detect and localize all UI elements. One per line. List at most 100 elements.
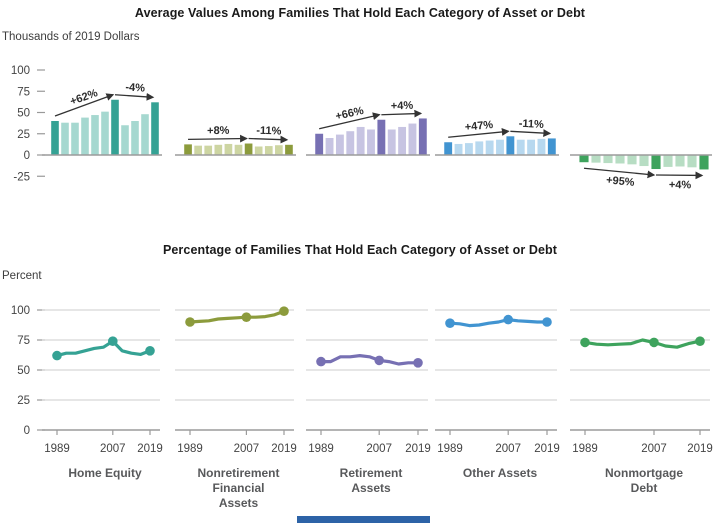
bar-1992 — [61, 122, 69, 155]
top-chart-title: Average Values Among Families That Hold … — [134, 6, 586, 20]
pct-change-label: -11% — [256, 125, 282, 138]
bar-2013 — [527, 139, 536, 155]
marker-2019 — [279, 306, 289, 317]
bar-2004 — [367, 129, 375, 155]
x-tick-label: 2007 — [366, 443, 392, 455]
bar-2016 — [537, 138, 546, 155]
bar-1989 — [184, 144, 192, 155]
bar-1989 — [51, 121, 59, 155]
line-chart-nonmortgage-debt: 1989 2007 2019 — [570, 309, 713, 455]
marker-2007 — [108, 336, 118, 347]
bar-2016 — [408, 123, 417, 155]
bar-2013 — [398, 126, 407, 155]
bar-2001 — [91, 115, 99, 155]
bar-2007 — [377, 119, 386, 155]
marker-1989 — [52, 350, 62, 361]
pct-change-label: -11% — [518, 118, 544, 131]
bar-2010 — [516, 139, 525, 155]
bar-2019 — [151, 102, 159, 155]
pct-change-label: +4% — [669, 179, 692, 191]
bar-1989 — [579, 155, 589, 163]
x-tick-label: 2019 — [687, 443, 713, 455]
bar-2016 — [275, 145, 283, 155]
bar-1995 — [335, 134, 344, 155]
pct-change-label: +66% — [334, 105, 365, 123]
pct-change-label: +95% — [606, 174, 636, 189]
marker-1989 — [316, 356, 326, 367]
svg-text:75: 75 — [17, 335, 30, 347]
bar-2013 — [131, 121, 139, 155]
bar-1998 — [214, 144, 223, 155]
bar-2013 — [675, 155, 685, 167]
bar-1998 — [475, 141, 484, 155]
marker-2019 — [413, 358, 423, 368]
marker-2019 — [145, 346, 155, 356]
bar-2010 — [663, 155, 673, 167]
bar-2001 — [356, 126, 365, 155]
x-tick-label: 1989 — [44, 443, 70, 455]
line-chart-home-equity: 1989 2007 2019 — [42, 309, 163, 455]
bar-2001 — [485, 140, 494, 155]
category-label-home-equity: Home Equity — [68, 466, 142, 480]
bar-1995 — [603, 155, 613, 164]
bar-chart-other-assets: +47% -11% — [435, 118, 559, 156]
svg-text:100: 100 — [11, 65, 30, 77]
line-chart-nonretirement-financial-assets: 1989 2007 2019 — [175, 306, 297, 455]
bar-2016 — [687, 155, 697, 168]
footer-bar — [297, 516, 430, 523]
bar-2007 — [244, 143, 253, 155]
pct-change-label: -4% — [125, 81, 145, 94]
x-tick-label: 2019 — [534, 443, 560, 455]
bar-2001 — [627, 155, 637, 165]
category-label-nonmortgage-debt: Nonmortgage Debt — [605, 466, 683, 495]
x-tick-label: 1989 — [308, 443, 334, 455]
svg-text:25: 25 — [17, 395, 30, 407]
bar-1992 — [325, 138, 334, 155]
bar-1989 — [315, 133, 324, 155]
bar-1992 — [591, 155, 601, 163]
x-tick-label: 2019 — [271, 443, 297, 455]
bar-1998 — [346, 131, 355, 155]
marker-2007 — [503, 314, 513, 325]
top-y-axis: 100 75 50 25 0 -25 — [11, 65, 45, 183]
svg-text:50: 50 — [17, 108, 30, 120]
bar-2007 — [651, 155, 661, 170]
line-chart-other-assets: 1989 2007 2019 — [435, 309, 560, 455]
marker-2007 — [374, 355, 385, 366]
top-unit-label: Thousands of 2019 Dollars — [2, 31, 140, 43]
bar-chart-home-equity: +62% -4% — [42, 81, 162, 156]
bar-2019 — [547, 138, 556, 155]
svg-text:25: 25 — [17, 129, 30, 141]
x-tick-label: 2007 — [641, 443, 667, 455]
x-tick-label: 1989 — [437, 443, 463, 455]
x-tick-label: 2007 — [495, 443, 521, 455]
marker-2019 — [542, 317, 552, 327]
bar-1998 — [81, 117, 89, 155]
bar-chart-retirement-assets: +66% +4% — [306, 100, 430, 156]
bar-2007 — [506, 136, 515, 155]
marker-2007 — [241, 312, 252, 323]
svg-text:50: 50 — [17, 365, 30, 377]
bar-1995 — [464, 143, 473, 155]
svg-text:0: 0 — [24, 425, 30, 437]
bar-2019 — [699, 155, 709, 170]
x-tick-label: 2007 — [100, 443, 126, 455]
x-tick-label: 2019 — [137, 443, 163, 455]
pct-change-label: +47% — [464, 119, 494, 134]
x-tick-label: 1989 — [572, 443, 598, 455]
category-label-retirement-assets: Retirement Assets — [339, 466, 403, 495]
category-label-nonretirement-financial-assets: Nonretirement Financial Assets — [197, 466, 280, 510]
x-tick-label: 1989 — [177, 443, 203, 455]
bar-2010 — [121, 125, 129, 155]
marker-1989 — [185, 317, 195, 327]
x-tick-label: 2007 — [234, 443, 260, 455]
bar-1992 — [454, 143, 463, 155]
bottom-y-axis: 100 75 50 25 0 — [11, 305, 45, 437]
bar-1992 — [194, 145, 202, 155]
bar-2019 — [418, 118, 427, 155]
bar-2004 — [639, 155, 649, 167]
bar-2007 — [111, 99, 119, 155]
bar-2019 — [285, 144, 293, 155]
